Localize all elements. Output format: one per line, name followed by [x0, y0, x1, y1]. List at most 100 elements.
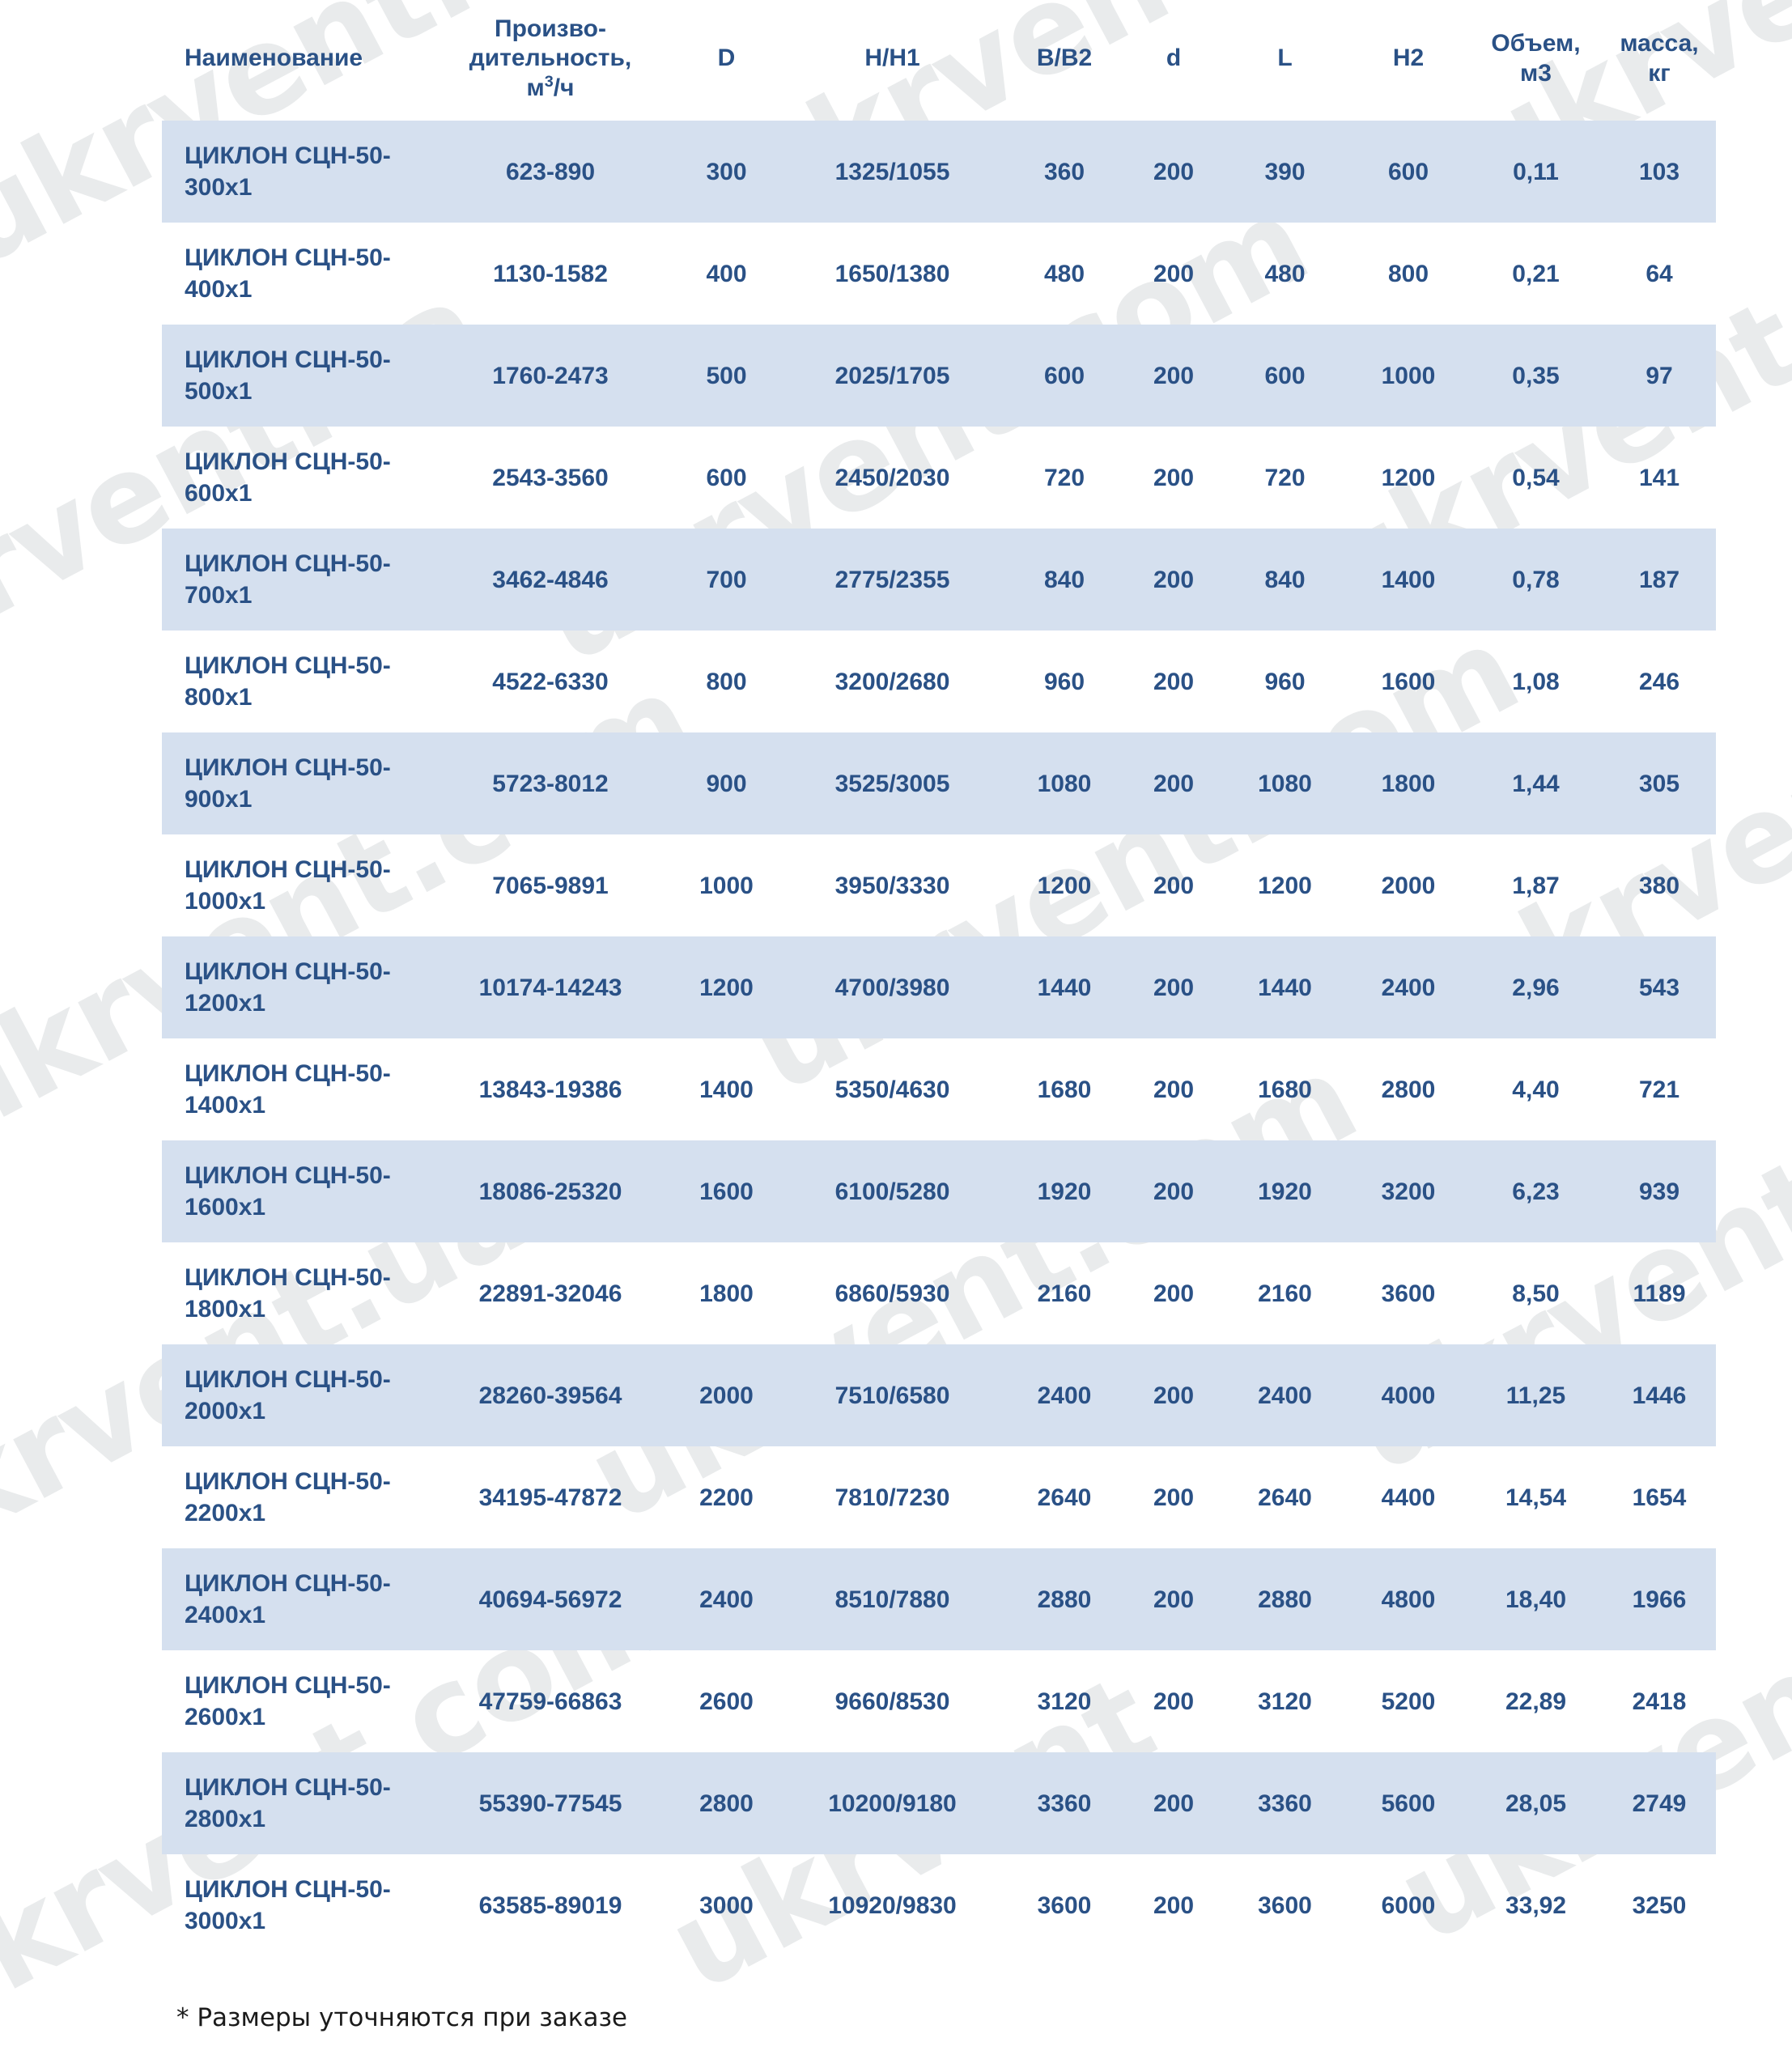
- cell-mass: 1446: [1632, 1382, 1687, 1409]
- cell-d-small: 200: [1153, 1382, 1195, 1409]
- cell-l: 1680: [1258, 1076, 1312, 1103]
- cell-mass: 3250: [1632, 1892, 1687, 1919]
- column-header-d: D: [717, 45, 736, 72]
- cell-d: 1000: [699, 872, 754, 899]
- cell-product-name: ЦИКЛОН СЦН-50-2400x1: [185, 1570, 391, 1628]
- cell-d-small: 200: [1153, 566, 1195, 593]
- cell-volume: 11,25: [1505, 1382, 1566, 1409]
- cell-product-name: ЦИКЛОН СЦН-50-3000x1: [185, 1876, 391, 1934]
- cell-b-b2: 2400: [1037, 1382, 1092, 1409]
- cell-h-h1: 2775/2355: [834, 566, 950, 593]
- cell-volume: 22,89: [1505, 1688, 1567, 1715]
- cell-b-b2: 480: [1043, 260, 1085, 287]
- cell-volume: 2,96: [1512, 974, 1560, 1001]
- cell-d: 1800: [699, 1280, 754, 1307]
- cell-d-small: 200: [1153, 260, 1195, 287]
- cell-h2: 5600: [1381, 1790, 1436, 1817]
- cell-d-small: 200: [1153, 872, 1195, 899]
- cell-h-h1: 3200/2680: [834, 668, 950, 695]
- cell-b-b2: 960: [1043, 668, 1085, 695]
- cell-d-small: 200: [1153, 1790, 1195, 1817]
- cell-h2: 1600: [1381, 668, 1436, 695]
- cell-performance: 7065-9891: [492, 872, 609, 899]
- cell-d-small: 200: [1153, 1484, 1195, 1511]
- cell-h-h1: 4700/3980: [834, 974, 950, 1001]
- cell-product-name: ЦИКЛОН СЦН-50-700x1: [185, 550, 391, 609]
- table-row: ЦИКЛОН СЦН-50-2200x1 34195-47872 2200 7810/…: [162, 1446, 1716, 1548]
- column-header-name: Наименование: [185, 45, 363, 72]
- table-row: ЦИКЛОН СЦН-50-3000x1 63585-89019 3000 10920…: [162, 1854, 1716, 1956]
- cell-h2: 4400: [1381, 1484, 1436, 1511]
- cell-mass: 939: [1638, 1178, 1680, 1205]
- cell-d: 500: [706, 362, 747, 389]
- cell-h2: 1800: [1381, 770, 1436, 797]
- cell-d-small: 200: [1153, 770, 1195, 797]
- cell-d: 1400: [699, 1076, 754, 1103]
- cell-volume: 0,54: [1512, 464, 1560, 491]
- cell-h2: 600: [1387, 158, 1429, 185]
- cell-h2: 3600: [1381, 1280, 1436, 1307]
- cell-performance: 28260-39564: [478, 1382, 622, 1409]
- cell-l: 1920: [1258, 1178, 1312, 1205]
- table-row: ЦИКЛОН СЦН-50-2800x1 55390-77545 2800 10200…: [162, 1752, 1716, 1854]
- cell-mass: 64: [1645, 260, 1673, 287]
- column-header-b-b2: B/B2: [1036, 45, 1093, 72]
- cell-mass: 1966: [1632, 1586, 1687, 1613]
- table-row: ЦИКЛОН СЦН-50-300x1 623-890 300 1325/1055 36…: [162, 121, 1716, 223]
- table-row: ЦИКЛОН СЦН-50-600x1 2543-3560 600 2450/2030…: [162, 427, 1716, 529]
- cell-d: 300: [706, 158, 747, 185]
- cell-l: 2880: [1258, 1586, 1312, 1613]
- cell-volume: 6,23: [1512, 1178, 1560, 1205]
- cell-product-name: ЦИКЛОН СЦН-50-1200x1: [185, 958, 391, 1017]
- cell-performance: 13843-19386: [478, 1076, 622, 1103]
- cell-d: 2400: [699, 1586, 754, 1613]
- cell-volume: 0,78: [1512, 566, 1560, 593]
- cell-h-h1: 1650/1380: [834, 260, 950, 287]
- cell-b-b2: 1200: [1037, 872, 1092, 899]
- cell-performance: 47759-66863: [478, 1688, 622, 1715]
- cell-d-small: 200: [1153, 1892, 1195, 1919]
- cell-h-h1: 6100/5280: [834, 1178, 950, 1205]
- cell-performance: 4522-6330: [492, 668, 609, 695]
- cell-d: 3000: [699, 1892, 754, 1919]
- cell-d-small: 200: [1153, 1586, 1195, 1613]
- cell-performance: 40694-56972: [478, 1586, 622, 1613]
- table-body: ЦИКЛОН СЦН-50-300x1 623-890 300 1325/1055 36…: [162, 121, 1716, 1956]
- cell-b-b2: 1080: [1037, 770, 1092, 797]
- cell-b-b2: 3600: [1037, 1892, 1092, 1919]
- table-row: ЦИКЛОН СЦН-50-1400x1 13843-19386 1400 5350/…: [162, 1038, 1716, 1140]
- cell-d-small: 200: [1153, 668, 1195, 695]
- cell-d-small: 200: [1153, 1688, 1195, 1715]
- cell-volume: 1,44: [1512, 770, 1560, 797]
- table-row: ЦИКЛОН СЦН-50-1600x1 18086-25320 1600 6100/…: [162, 1140, 1716, 1242]
- cell-performance: 1760-2473: [492, 362, 609, 389]
- table-row: ЦИКЛОН СЦН-50-400x1 1130-1582 400 1650/1380…: [162, 223, 1716, 325]
- cell-d: 1200: [699, 974, 754, 1001]
- cell-l: 1080: [1258, 770, 1312, 797]
- cell-h-h1: 3525/3005: [834, 770, 950, 797]
- cell-d-small: 200: [1153, 464, 1195, 491]
- cell-volume: 1,08: [1512, 668, 1560, 695]
- cell-performance: 63585-89019: [478, 1892, 622, 1919]
- cell-b-b2: 720: [1043, 464, 1085, 491]
- cell-h2: 1400: [1381, 566, 1436, 593]
- cell-volume: 0,35: [1512, 362, 1560, 389]
- cell-d: 1600: [699, 1178, 754, 1205]
- cell-performance: 5723-8012: [492, 770, 609, 797]
- cell-l: 840: [1264, 566, 1306, 593]
- cell-product-name: ЦИКЛОН СЦН-50-900x1: [185, 754, 391, 813]
- cell-h2: 2400: [1381, 974, 1436, 1001]
- performance-unit-base: м: [526, 74, 545, 101]
- cell-h2: 1200: [1381, 464, 1436, 491]
- cell-volume: 8,50: [1512, 1280, 1560, 1307]
- cell-l: 600: [1264, 362, 1306, 389]
- cell-h2: 3200: [1381, 1178, 1436, 1205]
- cell-b-b2: 600: [1043, 362, 1085, 389]
- cell-d: 800: [706, 668, 747, 695]
- cell-l: 2640: [1258, 1484, 1312, 1511]
- table-row: ЦИКЛОН СЦН-50-700x1 3462-4846 700 2775/2355…: [162, 529, 1716, 631]
- cell-product-name: ЦИКЛОН СЦН-50-2200x1: [185, 1468, 391, 1526]
- cell-b-b2: 2880: [1037, 1586, 1092, 1613]
- column-header-mass: масса, кг: [1603, 0, 1716, 121]
